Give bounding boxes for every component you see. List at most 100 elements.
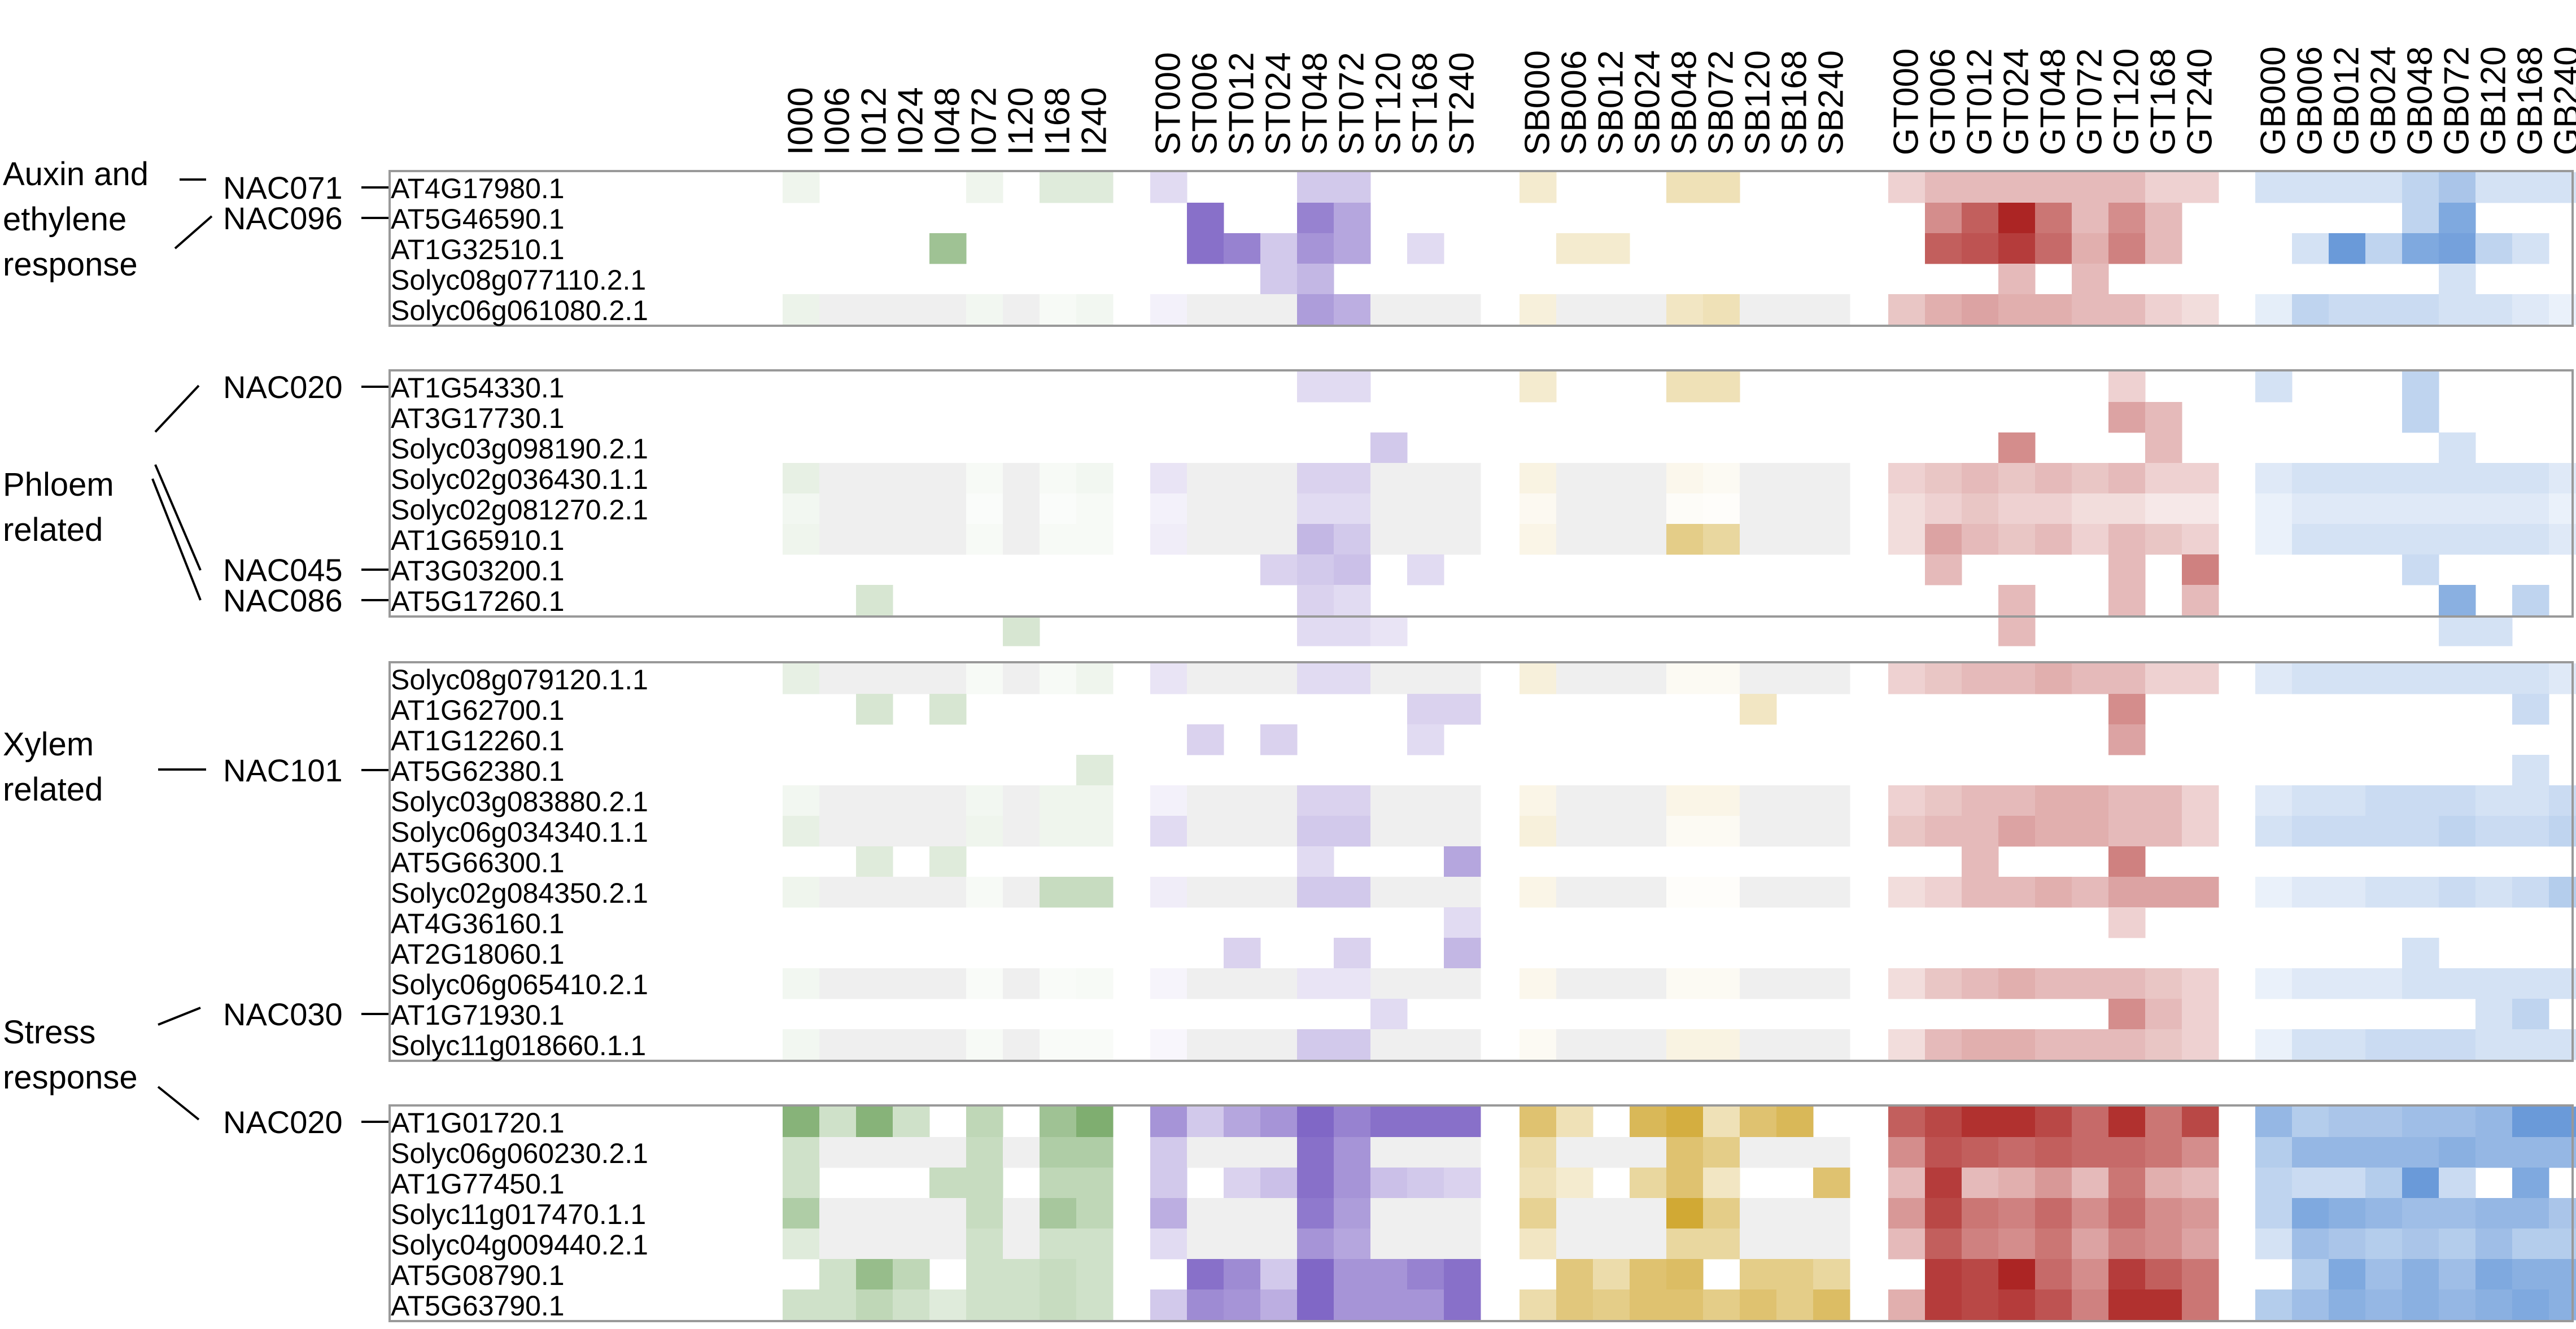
column-header: ST000	[1149, 52, 1188, 155]
heatmap-cell	[2329, 1289, 2366, 1321]
heatmap-cell	[1998, 1259, 2036, 1290]
heatmap-cell	[1040, 1029, 1077, 1060]
heatmap-cell	[1520, 463, 1557, 494]
heatmap-cell	[1076, 1107, 1114, 1138]
heatmap-cell	[2292, 1259, 2329, 1290]
heatmap-cell	[1370, 1259, 1408, 1290]
heatmap-cell	[1666, 463, 1704, 494]
heatmap-cell	[1187, 294, 1224, 325]
column-header: ST006	[1186, 52, 1225, 155]
heatmap-cell	[1187, 524, 1224, 555]
gene-name-label: NAC045	[223, 552, 343, 588]
heatmap-cell	[1962, 1137, 1999, 1168]
row-label: AT1G77450.1	[391, 1168, 565, 1200]
heatmap-cell	[2365, 1029, 2403, 1060]
connector-line	[154, 384, 200, 433]
heatmap-cell	[1630, 1029, 1667, 1060]
heatmap-cell	[2365, 524, 2403, 555]
heatmap-cell	[929, 877, 967, 908]
heatmap-cell	[2255, 1289, 2293, 1321]
row-label: AT3G17730.1	[391, 403, 565, 434]
heatmap-cell	[2072, 264, 2109, 295]
heatmap-cell	[2145, 172, 2182, 203]
heatmap-cell	[1998, 203, 2036, 234]
heatmap-cell	[1962, 785, 1999, 816]
heatmap-cell	[2329, 663, 2366, 694]
row-label: Solyc11g018660.1.1	[391, 1030, 646, 1061]
heatmap-cell	[1630, 1107, 1667, 1138]
heatmap-cell	[1224, 816, 1261, 847]
heatmap-cell	[2108, 1029, 2146, 1060]
heatmap-cell	[1040, 1289, 1077, 1321]
heatmap-cell	[1740, 1137, 1777, 1168]
heatmap-cell	[2512, 755, 2549, 786]
heatmap-cell	[819, 968, 857, 999]
column-header: I000	[781, 87, 820, 155]
heatmap-cell	[1150, 816, 1187, 847]
heatmap-cell	[1260, 233, 1298, 264]
heatmap-cell	[2439, 877, 2476, 908]
column-header: ST072	[1333, 52, 1372, 155]
heatmap-cell	[893, 463, 930, 494]
heatmap-cell	[1888, 1168, 1926, 1199]
heatmap-cell	[2512, 1229, 2549, 1260]
heatmap-cell	[893, 1029, 930, 1060]
heatmap-cell	[966, 1168, 1003, 1199]
heatmap-cell	[2439, 1168, 2476, 1199]
heatmap-cell	[2182, 493, 2219, 524]
heatmap-cell	[2402, 663, 2439, 694]
heatmap-cell	[1444, 463, 1481, 494]
category-label-line: Xylem	[3, 726, 94, 763]
heatmap-cell	[1150, 785, 1187, 816]
heatmap-cell	[2145, 432, 2182, 464]
heatmap-cell	[1666, 968, 1704, 999]
heatmap-cell	[1962, 877, 1999, 908]
heatmap-cell	[1370, 999, 1408, 1030]
heatmap-cell	[2365, 1137, 2403, 1168]
heatmap-cell	[1998, 463, 2036, 494]
heatmap-cell	[2402, 1198, 2439, 1229]
heatmap-cell	[1998, 968, 2036, 999]
heatmap-cell	[783, 1168, 820, 1199]
heatmap-cell	[2035, 294, 2072, 325]
column-header: SB120	[1739, 50, 1778, 155]
heatmap-cell	[1813, 877, 1850, 908]
heatmap-cell	[893, 1289, 930, 1321]
heatmap-cell	[1593, 294, 1630, 325]
heatmap-cell	[2255, 294, 2293, 325]
heatmap-cell	[856, 663, 893, 694]
heatmap-cell	[2072, 1168, 2109, 1199]
heatmap-cell	[856, 294, 893, 325]
heatmap-cell	[2108, 1229, 2146, 1260]
heatmap-cell	[2329, 524, 2366, 555]
heatmap-cell	[2402, 1029, 2439, 1060]
row-label: Solyc02g084350.2.1	[391, 877, 648, 909]
heatmap-cell	[1187, 877, 1224, 908]
heatmap-cell	[1040, 463, 1077, 494]
heatmap-cell	[1334, 1029, 1371, 1060]
heatmap-cell	[1556, 463, 1593, 494]
heatmap-cell	[819, 1107, 857, 1138]
heatmap-cell	[1740, 463, 1777, 494]
column-header: GB012	[2328, 46, 2367, 155]
heatmap-cell	[2072, 1289, 2109, 1321]
heatmap-cell	[1444, 663, 1481, 694]
heatmap-cell	[2439, 264, 2476, 295]
category-label-line: related	[3, 771, 103, 808]
heatmap-cell	[1776, 1029, 1814, 1060]
heatmap-cell	[1925, 663, 1962, 694]
heatmap-cell	[1224, 968, 1261, 999]
heatmap-cell	[929, 294, 967, 325]
heatmap-cell	[1925, 203, 1962, 234]
heatmap-cell	[2072, 294, 2109, 325]
heatmap-cell	[893, 1137, 930, 1168]
heatmap-cell	[1888, 294, 1926, 325]
heatmap-cell	[2512, 1289, 2549, 1321]
column-header: SB048	[1665, 50, 1704, 155]
heatmap-cell	[1998, 1137, 2036, 1168]
heatmap-cell	[2475, 233, 2513, 264]
heatmap-cell	[2145, 999, 2182, 1030]
heatmap-cell	[1925, 1289, 1962, 1321]
heatmap-cell	[2292, 1289, 2329, 1321]
heatmap-cell	[1703, 663, 1740, 694]
